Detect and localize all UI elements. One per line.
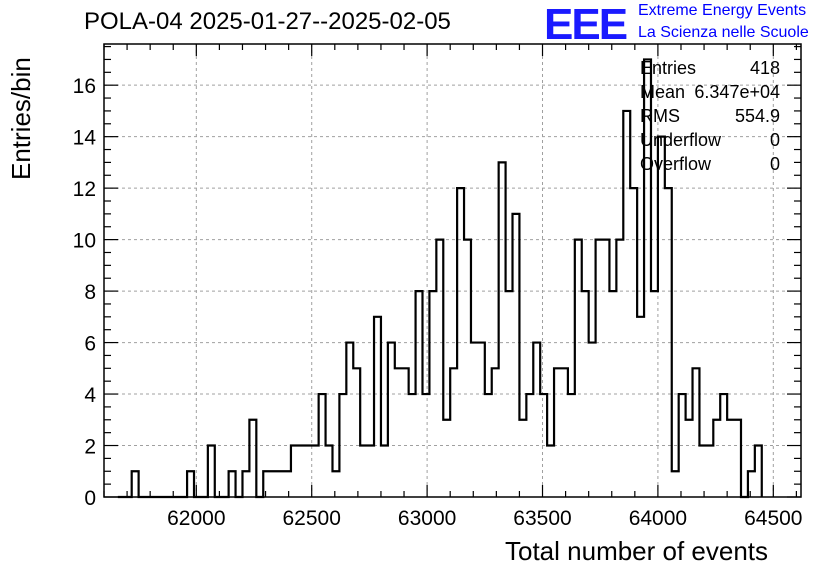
x-tick-label: 64000 bbox=[629, 507, 687, 530]
histogram-bin bbox=[395, 368, 402, 497]
histogram-bin bbox=[298, 446, 305, 497]
y-tick-label: 2 bbox=[84, 436, 96, 459]
histogram-line bbox=[117, 58, 763, 499]
stats-box: Entries 418 Mean 6.347e+04 RMS 554.9 Und… bbox=[640, 58, 780, 178]
stat-value: 6.347e+04 bbox=[694, 82, 780, 102]
plot-frame bbox=[103, 43, 802, 498]
x-axis-label: Total number of events bbox=[505, 536, 769, 566]
stat-name: Overflow bbox=[640, 154, 712, 174]
histogram-bin bbox=[519, 420, 526, 497]
y-tick-label: 12 bbox=[73, 178, 96, 201]
histogram-bin bbox=[443, 420, 450, 497]
stat-row-mean: Mean 6.347e+04 bbox=[640, 82, 780, 106]
histogram-bin bbox=[547, 446, 554, 497]
y-tick-label: 8 bbox=[84, 281, 96, 304]
histogram-bin bbox=[471, 343, 478, 497]
stat-row-rms: RMS 554.9 bbox=[640, 106, 780, 130]
eee-logo: EEE bbox=[544, 0, 628, 49]
histogram-bin bbox=[686, 420, 693, 497]
stat-name: Mean bbox=[640, 82, 686, 102]
stat-name: Underflow bbox=[640, 130, 722, 150]
histogram-bin bbox=[637, 317, 644, 497]
histogram-bin bbox=[727, 420, 734, 497]
y-tick-label: 14 bbox=[73, 127, 97, 150]
histogram-bin bbox=[381, 446, 388, 497]
histogram-bin bbox=[706, 446, 713, 497]
stat-row-underflow: Underflow 0 bbox=[640, 130, 780, 154]
stat-value: 0 bbox=[769, 154, 780, 174]
histogram-bin bbox=[367, 446, 374, 497]
y-tick-label: 16 bbox=[73, 75, 96, 98]
y-tick-label: 10 bbox=[73, 230, 96, 253]
x-tick-label: 62500 bbox=[283, 507, 341, 530]
y-axis-label: Entries/bin bbox=[6, 57, 36, 180]
histogram-bin bbox=[312, 446, 319, 497]
histogram-bin bbox=[305, 446, 312, 497]
stat-row-entries: Entries 418 bbox=[640, 58, 780, 82]
stat-row-overflow: Overflow 0 bbox=[640, 154, 780, 178]
logo-line-1: Extreme Energy Events bbox=[638, 2, 807, 19]
x-tick-label: 64500 bbox=[744, 507, 802, 530]
histogram-bin bbox=[672, 471, 679, 497]
logo-line-2: La Scienza nelle Scuole bbox=[638, 24, 809, 41]
x-tick-label: 63500 bbox=[513, 507, 571, 530]
x-tick-label: 63000 bbox=[398, 507, 456, 530]
stat-value: 0 bbox=[769, 130, 780, 150]
stat-name: Entries bbox=[640, 58, 697, 78]
x-tick-label: 62000 bbox=[167, 507, 225, 530]
stat-value: 418 bbox=[749, 58, 780, 78]
histogram-bin bbox=[699, 446, 706, 497]
histogram-bin bbox=[270, 471, 277, 497]
stat-value: 554.9 bbox=[734, 106, 780, 126]
y-tick-label: 6 bbox=[84, 333, 96, 356]
y-tick-label: 0 bbox=[84, 487, 96, 510]
chart-title: POLA-04 2025-01-27--2025-02-05 bbox=[84, 8, 451, 35]
histogram-bin bbox=[360, 446, 367, 497]
histogram-bin bbox=[284, 471, 291, 497]
stat-name: RMS bbox=[640, 106, 680, 126]
histogram-bin bbox=[277, 471, 284, 497]
histogram-bin bbox=[332, 471, 339, 497]
histogram-bin bbox=[589, 343, 596, 497]
y-tick-label: 4 bbox=[84, 384, 96, 407]
